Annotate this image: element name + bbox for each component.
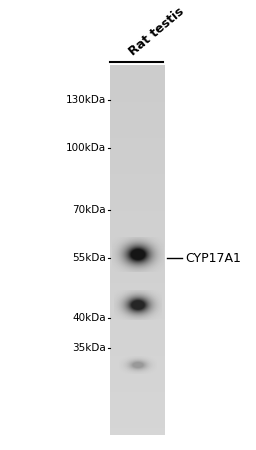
- Text: 55kDa: 55kDa: [72, 253, 106, 263]
- Text: 130kDa: 130kDa: [66, 95, 106, 105]
- Text: CYP17A1: CYP17A1: [185, 252, 241, 265]
- Text: 70kDa: 70kDa: [72, 205, 106, 215]
- Text: Rat testis: Rat testis: [127, 4, 187, 58]
- Text: 100kDa: 100kDa: [66, 143, 106, 153]
- Text: 35kDa: 35kDa: [72, 343, 106, 353]
- Text: 40kDa: 40kDa: [72, 313, 106, 323]
